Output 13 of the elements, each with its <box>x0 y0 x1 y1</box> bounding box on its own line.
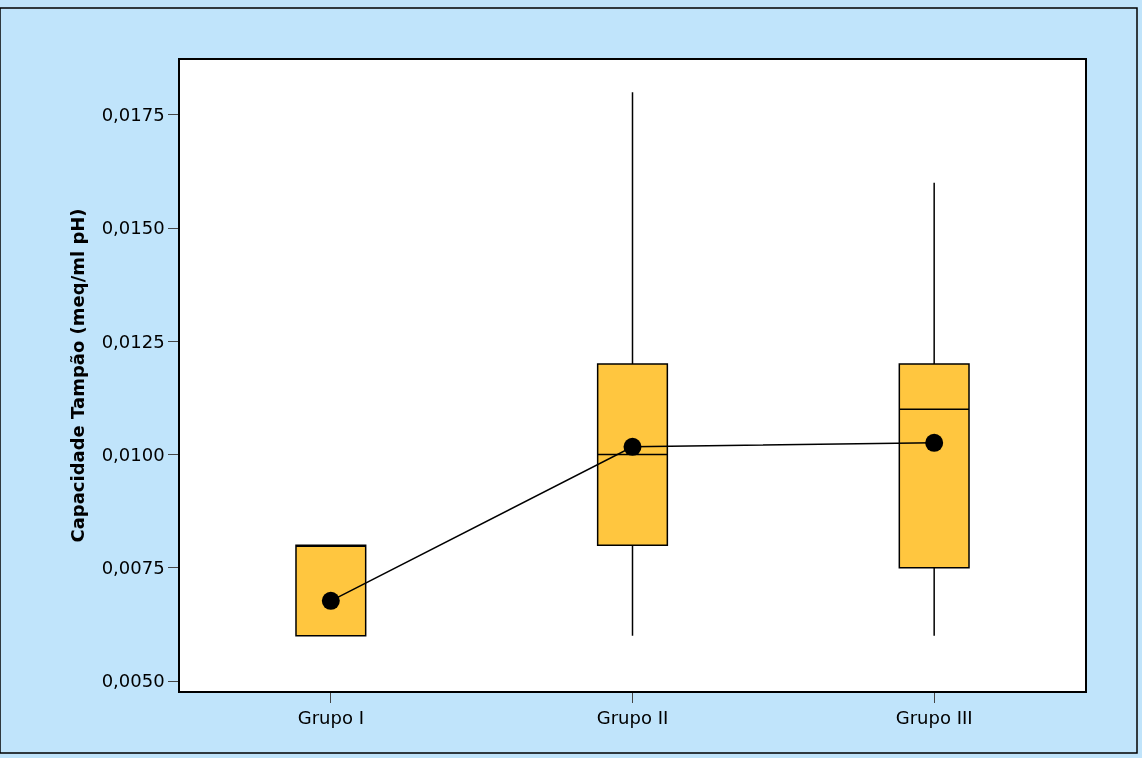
x-tick-label: Grupo II <box>596 707 669 729</box>
point <box>321 591 340 610</box>
y-tick-label: 0,0125 <box>101 330 165 352</box>
y-tick-label: 0,0150 <box>101 217 165 239</box>
point <box>925 433 944 452</box>
y-tick-label: 0,0175 <box>101 104 165 126</box>
y-tick-label: 0,0050 <box>101 670 165 692</box>
y-tick-label: 0,0075 <box>101 557 165 579</box>
y-axis-title: Capacidade Tampão (meq/ml pH) <box>67 208 89 543</box>
x-tick-label: Grupo I <box>297 707 364 729</box>
x-tick-label: Grupo III <box>895 707 973 729</box>
point <box>623 437 642 456</box>
y-tick-label: 0,0100 <box>101 443 165 465</box>
